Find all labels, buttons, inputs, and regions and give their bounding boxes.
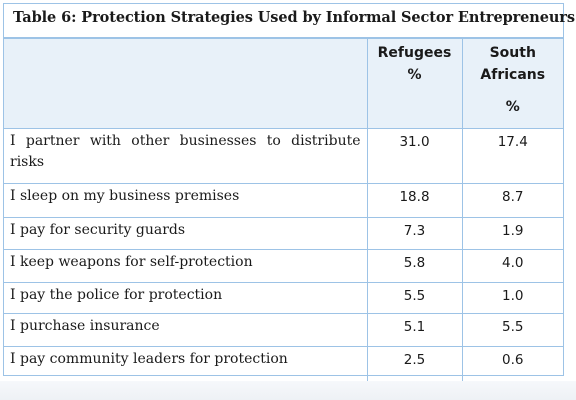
refugees-value: 7.3 bbox=[366, 217, 463, 250]
strategy-cell: I sleep on my business premises bbox=[4, 183, 368, 218]
table-row: I pay community leaders for protection 2… bbox=[4, 346, 563, 381]
strategy-cell: I pay community leaders for protection bbox=[4, 346, 368, 381]
south-africans-value: 4.0 bbox=[461, 249, 563, 283]
refugees-value: 31.0 bbox=[366, 128, 463, 184]
south-africans-value: 17.4 bbox=[461, 128, 563, 184]
table-row: I keep weapons for self-protection 5.8 4… bbox=[4, 249, 563, 283]
header-refugees-label: Refugees bbox=[377, 45, 452, 61]
strategy-cell: I keep weapons for self-protection bbox=[4, 249, 368, 283]
south-africans-value: 1.0 bbox=[461, 282, 563, 314]
strategy-cell: I partner with other businesses to distr… bbox=[4, 128, 368, 184]
header-south-africans-label-1: South bbox=[489, 45, 536, 61]
south-africans-value: 1.9 bbox=[461, 217, 563, 250]
south-africans-value: 8.7 bbox=[461, 183, 563, 218]
table-header-row: Refugees % South Africans % bbox=[4, 38, 563, 129]
strategy-cell: I pay for security guards bbox=[4, 217, 368, 250]
table-row: I sleep on my business premises 18.8 8.7 bbox=[4, 183, 563, 218]
refugees-value: 5.5 bbox=[366, 282, 463, 314]
header-south-africans: South Africans % bbox=[461, 38, 563, 129]
refugees-value: 5.8 bbox=[366, 249, 463, 283]
table-title: Table 6: Protection Strategies Used by I… bbox=[4, 4, 575, 38]
south-africans-value: 5.5 bbox=[461, 313, 563, 347]
header-refugees-unit: % bbox=[407, 67, 422, 83]
strategy-cell: I purchase insurance bbox=[4, 313, 368, 347]
strategy-cell: I pay the police for protection bbox=[4, 282, 368, 314]
protection-strategies-table: Refugees % South Africans % I partner wi… bbox=[4, 38, 563, 381]
table-row: I partner with other businesses to distr… bbox=[4, 128, 563, 184]
header-south-africans-unit: % bbox=[505, 99, 520, 115]
table-row: I pay the police for protection 5.5 1.0 bbox=[4, 282, 563, 314]
table-row: I pay for security guards 7.3 1.9 bbox=[4, 217, 563, 250]
refugees-value: 5.1 bbox=[366, 313, 463, 347]
header-south-africans-label-2: Africans bbox=[480, 67, 546, 83]
page-bottom-strip bbox=[0, 381, 576, 400]
refugees-value: 2.5 bbox=[366, 346, 463, 381]
header-refugees: Refugees % bbox=[366, 38, 463, 129]
header-strategy-cell bbox=[4, 38, 368, 129]
table-frame: Table 6: Protection Strategies Used by I… bbox=[3, 3, 575, 381]
table-row: I purchase insurance 5.1 5.5 bbox=[4, 313, 563, 347]
south-africans-value: 0.6 bbox=[461, 346, 563, 381]
refugees-value: 18.8 bbox=[366, 183, 463, 218]
